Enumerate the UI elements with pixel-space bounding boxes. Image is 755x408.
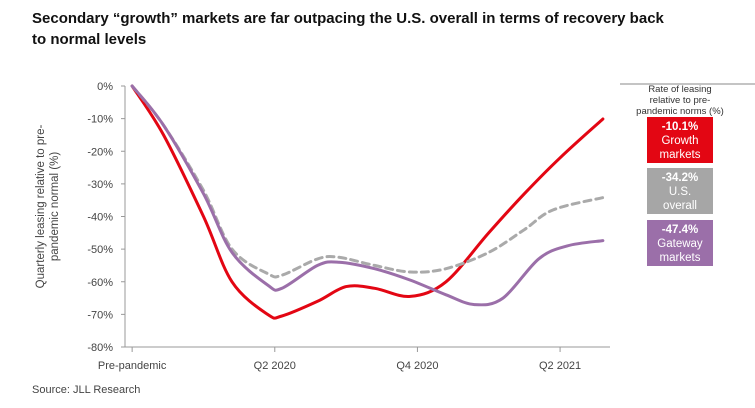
end-label-name: markets xyxy=(660,149,701,161)
y-tick-label: 0% xyxy=(97,81,113,93)
series-group xyxy=(130,84,605,320)
y-tick-label: -30% xyxy=(87,179,113,191)
end-label-name: Gateway xyxy=(657,238,703,250)
end-label-background xyxy=(647,117,713,163)
end-labels: -10.1% Growth markets -34.2% U.S. overall -47.… xyxy=(647,117,713,266)
y-tick-label: -70% xyxy=(87,309,113,321)
source-note: Source: JLL Research xyxy=(32,384,141,396)
x-tick-label: Q2 2020 xyxy=(254,360,296,372)
y-tick-label: -50% xyxy=(87,244,113,256)
x-axis: Pre-pandemic Q2 2020 Q4 2020 Q2 2021 xyxy=(98,346,610,372)
y-tick-label: -10% xyxy=(87,114,113,126)
y-axis: 0% -10% -20% -30% -40% -50% -60% -70% -80% xyxy=(87,81,126,354)
legend-note-text: Rate of leasing relative to pre-pandemic … xyxy=(636,84,724,117)
end-label-value: -10.1% xyxy=(662,121,698,133)
end-label-name: U.S. xyxy=(669,186,691,198)
end-label-box: -47.4% Gateway markets xyxy=(647,220,713,266)
y-tick-label: -20% xyxy=(87,146,113,158)
end-label-value: -34.2% xyxy=(662,172,698,184)
chart-title: Secondary “growth” markets are far outpa… xyxy=(32,10,664,48)
end-label-box: -34.2% U.S. overall xyxy=(647,168,713,214)
series-line-growth-markets xyxy=(130,84,605,320)
y-tick-label: -40% xyxy=(87,212,113,224)
series-line-gateway-markets xyxy=(130,84,605,307)
end-label-background xyxy=(647,168,713,214)
end-label-background xyxy=(647,220,713,266)
end-label-name: markets xyxy=(660,252,701,264)
y-axis-label: Quarterly leasing relative to pre-pandem… xyxy=(35,125,61,289)
x-tick-label: Q4 2020 xyxy=(396,360,438,372)
legend-note: Rate of leasing relative to pre-pandemic … xyxy=(620,83,755,117)
y-tick-label: -80% xyxy=(87,342,113,354)
end-label-value: -47.4% xyxy=(662,224,698,236)
end-label-name: overall xyxy=(663,200,697,212)
y-tick-label: -60% xyxy=(87,277,113,289)
end-label-box: -10.1% Growth markets xyxy=(647,117,713,163)
series-line-u-s-overall xyxy=(130,84,605,279)
end-label-name: Growth xyxy=(661,135,698,147)
x-tick-label: Pre-pandemic xyxy=(98,360,167,372)
x-tick-label: Q2 2021 xyxy=(539,360,581,372)
